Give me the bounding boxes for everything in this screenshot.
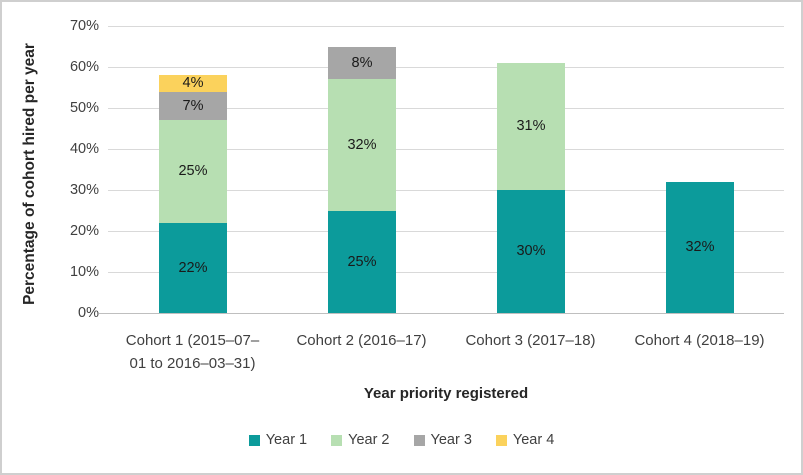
bar-segment-label: 25% <box>178 163 208 180</box>
x-category-label-line: Cohort 4 (2018–19) <box>634 332 765 349</box>
legend-swatch <box>495 434 507 446</box>
bar-segment-year-2: 31% <box>497 62 565 190</box>
bar-segment-label: 32% <box>347 136 377 153</box>
y-tick-label: 50% <box>69 100 99 116</box>
legend: Year 1 Year 2 Year 3 Year 4 <box>2 433 801 448</box>
bar-cohort-1: 22% 25% 7% 4% <box>159 26 227 313</box>
y-tick-label: 0% <box>78 305 99 321</box>
gridline <box>108 108 784 109</box>
legend-label: Year 4 <box>512 432 555 448</box>
legend-swatch <box>413 434 425 446</box>
bar-segment-label: 30% <box>516 243 546 260</box>
bar-segment-label: 7% <box>182 97 204 114</box>
y-tick-label: 30% <box>69 182 99 198</box>
y-tick-label: 40% <box>69 141 99 157</box>
legend-item-year-1: Year 1 <box>248 432 308 448</box>
gridline <box>108 272 784 273</box>
bar-segment-year-1: 32% <box>666 181 734 313</box>
bar-segment-year-3: 8% <box>328 46 396 80</box>
gridline <box>108 149 784 150</box>
legend-label: Year 3 <box>430 432 472 448</box>
x-category-label-line: Cohort 1 (2015–07– <box>125 332 260 349</box>
x-category-label: Cohort 4 (2018–19) <box>615 329 784 352</box>
plot-area: 22% 25% 7% 4% 25% 32% 8% 30% 31% 32% <box>108 26 784 314</box>
bar-segment-year-3: 7% <box>159 91 227 121</box>
legend-item-year-2: Year 2 <box>331 432 390 448</box>
gridline <box>108 190 784 191</box>
bar-segment-year-1: 25% <box>328 210 396 313</box>
legend-label: Year 2 <box>348 432 390 448</box>
legend-item-year-3: Year 3 <box>413 432 472 448</box>
bar-segment-label: 31% <box>516 118 546 135</box>
bar-cohort-2: 25% 32% 8% <box>328 26 396 313</box>
bar-segment-label: 4% <box>182 75 204 92</box>
y-tick-label: 20% <box>69 223 99 239</box>
bar-segment-year-1: 30% <box>497 190 565 313</box>
x-axis-tick <box>99 313 108 314</box>
legend-item-year-4: Year 4 <box>495 432 555 448</box>
x-category-label: Cohort 1 (2015–07– 01 to 2016–03–31) <box>108 329 277 375</box>
gridline <box>108 67 784 68</box>
x-category-label-line: 01 to 2016–03–31) <box>129 355 256 372</box>
bar-segment-label: 25% <box>347 253 377 270</box>
bar-segment-year-2: 25% <box>159 120 227 223</box>
y-tick-label: 60% <box>69 59 99 75</box>
bar-segment-year-4: 4% <box>159 75 227 92</box>
y-tick-label: 10% <box>69 264 99 280</box>
x-category-label: Cohort 2 (2016–17) <box>277 329 446 352</box>
gridline <box>108 26 784 27</box>
bar-segment-year-1: 22% <box>159 222 227 313</box>
bar-segment-label: 8% <box>351 54 373 71</box>
legend-swatch <box>331 434 343 446</box>
x-category-label-line: Cohort 2 (2016–17) <box>296 332 427 349</box>
x-axis-title: Year priority registered <box>363 385 529 402</box>
x-category-label-line: Cohort 3 (2017–18) <box>465 332 596 349</box>
gridline <box>108 231 784 232</box>
bar-segment-label: 32% <box>685 239 715 256</box>
bar-segment-year-2: 32% <box>328 79 396 211</box>
y-tick-label: 70% <box>69 18 99 34</box>
x-category-label: Cohort 3 (2017–18) <box>446 329 615 352</box>
bar-cohort-3: 30% 31% <box>497 26 565 313</box>
legend-swatch <box>248 434 260 446</box>
bar-segment-label: 22% <box>178 259 208 276</box>
bar-cohort-4: 32% <box>666 26 734 313</box>
legend-label: Year 1 <box>265 432 308 448</box>
